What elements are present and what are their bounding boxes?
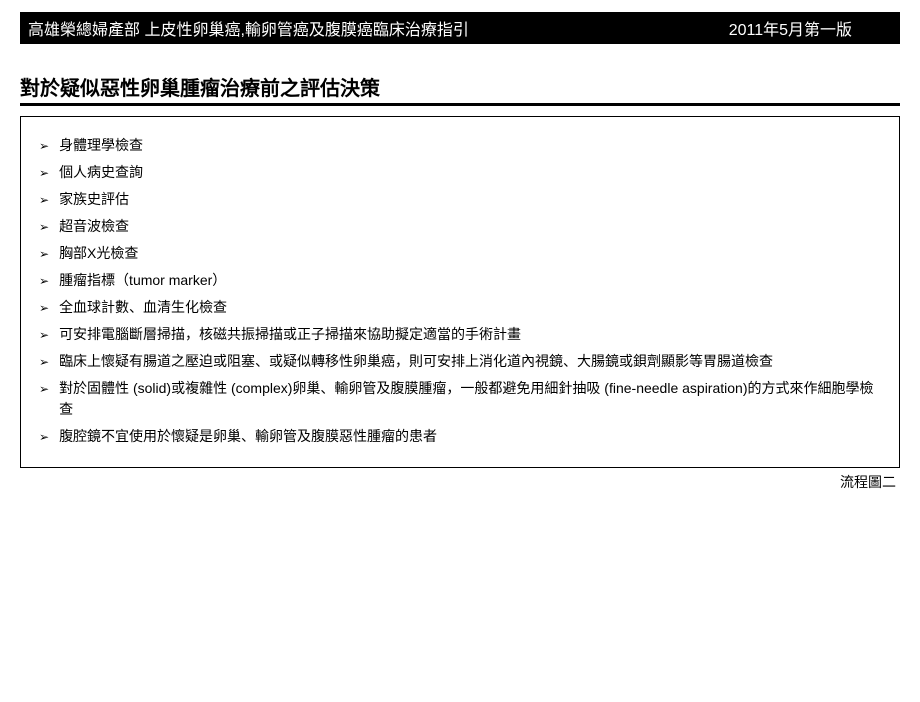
- list-item-text: 個人病史查詢: [59, 162, 881, 183]
- header-left-text: 高雄榮總婦產部 上皮性卵巢癌,輸卵管癌及腹膜癌臨床治療指引: [28, 16, 469, 40]
- list-item: ➢ 超音波檢查: [39, 216, 881, 237]
- caption: 流程圖二: [0, 472, 896, 492]
- list-item: ➢ 腫瘤指標（tumor marker）: [39, 270, 881, 291]
- bullet-list: ➢ 身體理學檢查 ➢ 個人病史查詢 ➢ 家族史評估 ➢ 超音波檢查 ➢ 胸部X光檢查 ➢ 腫瘤指標（t…: [39, 135, 881, 447]
- list-item-text: 腹腔鏡不宜使用於懷疑是卵巢、輸卵管及腹膜惡性腫瘤的患者: [59, 426, 881, 447]
- list-item: ➢ 臨床上懷疑有腸道之壓迫或阻塞、或疑似轉移性卵巢癌，則可安排上消化道內視鏡、大腸…: [39, 351, 881, 372]
- header-bar: 高雄榮總婦產部 上皮性卵巢癌,輸卵管癌及腹膜癌臨床治療指引 2011年5月第一版: [20, 12, 900, 44]
- list-item: ➢ 可安排電腦斷層掃描，核磁共振掃描或正子掃描來協助擬定適當的手術計畫: [39, 324, 881, 345]
- list-item-text: 胸部X光檢查: [59, 243, 881, 264]
- list-item-text: 全血球計數、血清生化檢查: [59, 297, 881, 318]
- bullet-icon: ➢: [39, 272, 49, 290]
- list-item: ➢ 胸部X光檢查: [39, 243, 881, 264]
- list-item: ➢ 個人病史查詢: [39, 162, 881, 183]
- bullet-icon: ➢: [39, 164, 49, 182]
- section-title: 對於疑似惡性卵巢腫瘤治療前之評估決策: [20, 72, 900, 106]
- list-item-text: 腫瘤指標（tumor marker）: [59, 270, 881, 291]
- list-item: ➢ 腹腔鏡不宜使用於懷疑是卵巢、輸卵管及腹膜惡性腫瘤的患者: [39, 426, 881, 447]
- list-item: ➢ 家族史評估: [39, 189, 881, 210]
- list-item: ➢ 對於固體性 (solid)或複雜性 (complex)卵巢、輸卵管及腹膜腫瘤，…: [39, 378, 881, 420]
- bullet-icon: ➢: [39, 380, 49, 398]
- content-box: ➢ 身體理學檢查 ➢ 個人病史查詢 ➢ 家族史評估 ➢ 超音波檢查 ➢ 胸部X光檢查 ➢ 腫瘤指標（t…: [20, 116, 900, 468]
- bullet-icon: ➢: [39, 218, 49, 236]
- list-item-text: 對於固體性 (solid)或複雜性 (complex)卵巢、輸卵管及腹膜腫瘤，一…: [59, 378, 881, 420]
- list-item: ➢ 全血球計數、血清生化檢查: [39, 297, 881, 318]
- list-item-text: 臨床上懷疑有腸道之壓迫或阻塞、或疑似轉移性卵巢癌，則可安排上消化道內視鏡、大腸鏡…: [59, 351, 881, 372]
- list-item-text: 超音波檢查: [59, 216, 881, 237]
- header-right-text: 2011年5月第一版: [729, 16, 892, 40]
- list-item: ➢ 身體理學檢查: [39, 135, 881, 156]
- bullet-icon: ➢: [39, 326, 49, 344]
- bullet-icon: ➢: [39, 245, 49, 263]
- list-item-text: 身體理學檢查: [59, 135, 881, 156]
- bullet-icon: ➢: [39, 353, 49, 371]
- bullet-icon: ➢: [39, 191, 49, 209]
- bullet-icon: ➢: [39, 299, 49, 317]
- list-item-text: 可安排電腦斷層掃描，核磁共振掃描或正子掃描來協助擬定適當的手術計畫: [59, 324, 881, 345]
- bullet-icon: ➢: [39, 428, 49, 446]
- bullet-icon: ➢: [39, 137, 49, 155]
- list-item-text: 家族史評估: [59, 189, 881, 210]
